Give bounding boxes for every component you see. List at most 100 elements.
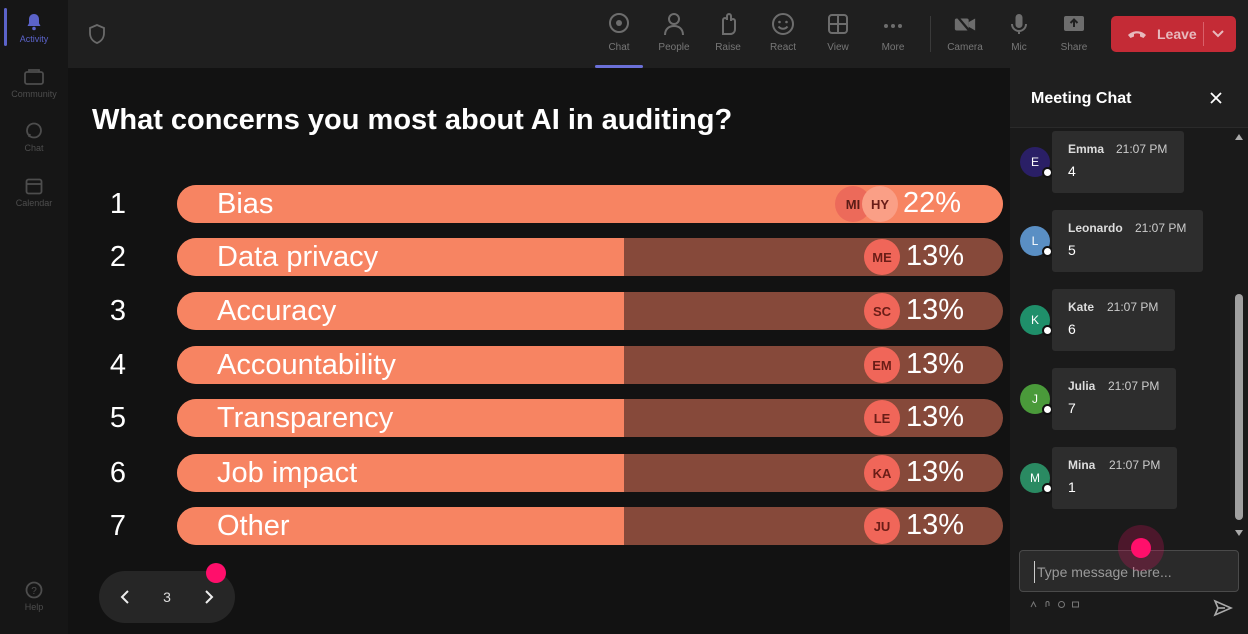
voter-avatar: ME [864,239,900,275]
smiley-icon [771,10,795,38]
toolbar-camera-button[interactable]: Camera [939,10,991,60]
rail-item-community[interactable]: Community [0,67,68,99]
option-bar-track: Job impact KA [177,454,1003,492]
message-text: 7 [1068,400,1076,416]
poll-option: 5 Transparency LE 13% [68,398,1010,438]
poll-question: What concerns you most about AI in audit… [92,104,733,136]
message-time: 21:07 PM [1109,458,1161,472]
bell-icon [24,12,44,32]
chevron-right-icon[interactable] [197,585,221,609]
send-icon[interactable] [1213,599,1233,622]
page-number: 3 [163,589,171,605]
sender-name: Mina [1068,458,1096,472]
scroll-down-icon[interactable] [1235,530,1243,536]
meeting-chat-panel: Meeting Chat E Emma 21:07 PM 4 L Leonard… [1010,68,1248,634]
message-time: 21:07 PM [1108,379,1160,393]
message-time: 21:07 PM [1107,300,1159,314]
rail-label: Calendar [15,198,53,208]
option-number: 7 [109,510,127,542]
option-number: 6 [109,457,127,489]
pointer-marker [206,563,226,583]
sender-name: Julia [1068,379,1096,393]
option-percent: 22% [903,187,962,219]
format-icon[interactable] [1030,601,1037,608]
toolbar-mic-label: Mic [1011,42,1027,53]
ellipsis-icon [881,10,905,38]
toolbar-chat-label: Chat [608,42,630,53]
option-label: Data privacy [217,241,379,273]
sender-name: Leonardo [1068,221,1123,235]
left-rail: Activity Community Chat Calendar ? Help [0,0,68,634]
option-bar-track: Bias MI HY [177,185,1003,223]
option-number: 5 [109,402,127,434]
option-number: 1 [109,188,127,220]
option-bar-track: Other JU [177,507,1003,545]
option-percent: 13% [906,240,965,272]
chevron-down-icon[interactable] [1211,26,1225,43]
option-label: Bias [217,188,274,220]
option-bar-track: Transparency LE [177,399,1003,437]
scroll-thumb[interactable] [1235,294,1243,520]
compose-toolbar [1030,601,1079,608]
rail-item-activity[interactable]: Activity [0,12,68,44]
option-bar-fill [177,507,624,545]
leave-button[interactable]: Leave [1111,16,1236,52]
presentation-stage: What concerns you most about AI in audit… [68,68,1010,634]
option-percent: 13% [906,509,965,541]
toolbar-raise-button[interactable]: Raise [702,10,754,60]
voter-avatar: EM [864,347,900,383]
message-compose-box[interactable] [1019,550,1239,592]
sender-name: Kate [1068,300,1095,314]
people-icon [662,10,686,38]
poll-option: 3 Accuracy SC 13% [68,291,1010,331]
option-label: Accuracy [217,295,337,327]
chat-title: Meeting Chat [1031,90,1132,107]
toolbar-mic-button[interactable]: Mic [993,10,1045,60]
poll-option: 1 Bias MI HY 22% [68,184,1010,224]
voter-avatar: JU [864,508,900,544]
meeting-toolbar: Chat People Raise React View More [68,0,1248,68]
toolbar-share-button[interactable]: Share [1048,10,1100,60]
toolbar-view-button[interactable]: View [812,10,864,60]
sender-name: Emma [1068,142,1105,156]
toolbar-raise-label: Raise [715,42,741,53]
toolbar-chat-button[interactable]: Chat [593,10,645,68]
option-bar-fill [177,399,624,437]
close-icon[interactable] [1208,90,1224,111]
toolbar-view-label: View [827,42,849,53]
rail-item-help[interactable]: ? Help [0,580,68,612]
emoji-icon[interactable] [1058,601,1065,608]
option-percent: 13% [906,456,965,488]
option-label: Accountability [217,349,396,381]
poll-option: 2 Data privacy ME 13% [68,237,1010,277]
message-bubble: Kate 21:07 PM 6 [1052,289,1175,351]
voter-avatar: KA [864,455,900,491]
attach-icon[interactable] [1044,601,1051,608]
poll-option: 6 Job impact KA 13% [68,453,1010,493]
toolbar-react-label: React [769,42,797,53]
rail-label: Help [24,602,44,612]
gif-icon[interactable] [1072,601,1079,608]
message-input[interactable] [1034,561,1214,583]
chat-scrollbar[interactable] [1232,128,1246,542]
toolbar-people-button[interactable]: People [648,10,700,60]
calendar-icon [24,176,44,196]
option-bar-track: Data privacy ME [177,238,1003,276]
rail-item-calendar[interactable]: Calendar [0,176,68,208]
svg-text:?: ? [31,586,37,597]
option-bar-track: Accountability EM [177,346,1003,384]
poll-option: 4 Accountability EM 13% [68,345,1010,385]
chat-header: Meeting Chat [1010,68,1248,128]
toolbar-more-button[interactable]: More [867,10,919,60]
chevron-left-icon[interactable] [113,585,137,609]
scroll-up-icon[interactable] [1235,134,1243,140]
help-icon: ? [24,580,44,600]
share-screen-icon [1062,10,1086,38]
toolbar-react-button[interactable]: React [757,10,809,60]
hang-up-icon [1127,28,1147,40]
message-time: 21:07 PM [1135,221,1187,235]
option-percent: 13% [906,348,965,380]
rail-item-chat[interactable]: Chat [0,121,68,153]
message-time: 21:07 PM [1116,142,1168,156]
toolbar-divider [930,16,931,52]
